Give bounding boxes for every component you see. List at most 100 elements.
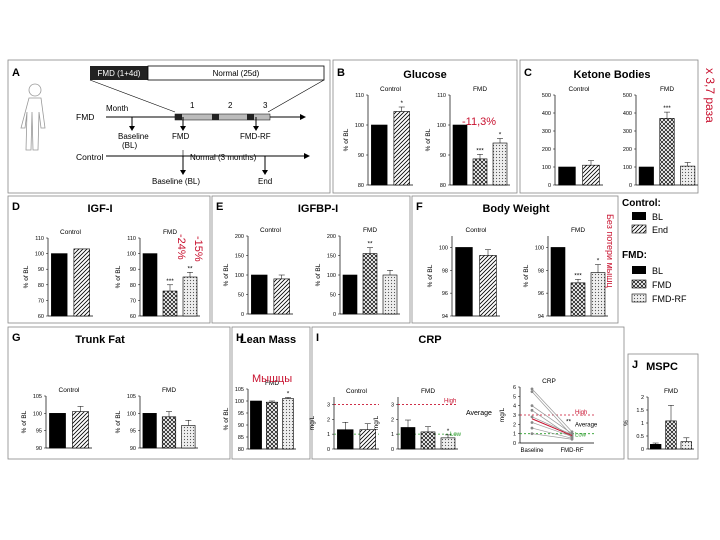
y-tick-label: 94 <box>442 314 448 320</box>
y-tick-label: 80 <box>130 283 136 289</box>
chart-title: Glucose <box>403 69 446 81</box>
bar-bl <box>400 427 416 450</box>
bar-fmd <box>161 416 177 449</box>
significance-label: * <box>400 100 403 107</box>
fmd-period-label: FMD (1+4d) <box>98 69 141 78</box>
chart-title: IGF-I <box>87 203 112 215</box>
y-tick-label: 100 <box>127 411 136 417</box>
fmd-rf-label: FMD-RF <box>240 132 271 141</box>
series-line <box>531 388 573 433</box>
significance-label: * <box>597 258 600 265</box>
group-label: FMD <box>664 388 678 395</box>
y-tick-label: 70 <box>130 298 136 304</box>
lean-mass-annotation: Мышцы <box>252 373 292 385</box>
bar-fmd-rf <box>182 276 198 317</box>
y-tick-label: 96 <box>442 291 448 297</box>
y-tick-label: 50 <box>330 293 336 299</box>
y-axis-label: % of BL <box>523 264 530 287</box>
chart-d: D IGF-I Control 60 70 80 90 100 110 % of BL FMD 60 7… <box>12 201 200 320</box>
bar-bl <box>455 247 473 317</box>
y-tick-label: 0 <box>241 312 244 318</box>
y-tick-label: 3 <box>513 413 516 419</box>
panel-letter-g: G <box>12 332 21 344</box>
month-3: 3 <box>263 101 268 110</box>
significance-label: *** <box>663 105 671 112</box>
y-tick-label: 400 <box>542 111 551 117</box>
group-label: Control <box>260 227 282 234</box>
chart-title: Trunk Fat <box>75 334 125 346</box>
igf-annotation-24: -24% <box>175 234 187 260</box>
y-axis-label: % of BL <box>427 264 434 287</box>
series-line <box>531 416 573 435</box>
legend-swatch-control-bl <box>632 212 646 220</box>
y-tick-label: 98 <box>442 268 448 274</box>
series-line <box>531 405 573 434</box>
chart-f: F Body Weight Control 94 96 98 100 % of BL FMD 94… <box>416 201 608 320</box>
bar-fmd-rf <box>440 437 456 450</box>
chart-i: I CRP Control 0 1 2 3 mg/L FMD 0 1 2 3 mg/L High Low Ave… <box>309 332 492 453</box>
bar-fmd-rf <box>680 441 693 450</box>
y-tick-label: 90 <box>130 267 136 273</box>
month-label: Month <box>106 104 128 113</box>
panel-letter-a: A <box>12 67 20 79</box>
bar-fmd <box>362 253 378 315</box>
chart-g: G Trunk Fat Control 90 95 100 105 % of BL FMD 90 9… <box>12 332 198 452</box>
chart-c: C Ketone BodiesControl0100200300400500FMD… <box>524 67 698 189</box>
y-tick-label: 105 <box>33 394 42 400</box>
group-label: Control <box>569 86 591 93</box>
legend-control-title: Control: <box>622 198 661 209</box>
bar-bl <box>558 166 576 186</box>
significance-label: * <box>287 390 290 397</box>
legend-fmd-rf: FMD-RF <box>652 294 687 304</box>
y-axis-label: % of BL <box>223 263 230 286</box>
bar-end <box>582 164 600 186</box>
month-2: 2 <box>228 101 233 110</box>
fmd-period-box <box>90 66 148 80</box>
y-tick-label: 90 <box>36 446 42 452</box>
y-tick-label: 105 <box>235 387 244 393</box>
chart-title: Ketone Bodies <box>573 69 650 81</box>
series-point <box>530 426 534 430</box>
chart-crp-individual: CRP 0 1 2 3 4 5 6 mg/L Baseline FMD-RF **High Averag… <box>499 378 598 454</box>
y-tick-label: 3 <box>391 402 394 408</box>
series-line <box>531 427 573 439</box>
bar-bl <box>251 274 268 315</box>
panel-letter-b: B <box>337 67 345 79</box>
legend-swatch-fmd-bl <box>632 266 646 274</box>
body-weight-annotation: Без потери мышц <box>605 214 615 288</box>
y-axis-label: % of BL <box>223 407 230 430</box>
baseline-label: Baseline <box>118 132 149 141</box>
bl-label: (BL) <box>122 141 137 150</box>
chart-e: E IGFBP-I Control 0 50 100 150 200 % of BL FMD 0 50… <box>216 201 400 318</box>
fmd-row-label: FMD <box>76 112 94 122</box>
bar-bl <box>142 413 157 449</box>
x-tick-label: FMD-RF <box>561 448 584 454</box>
bar-fmd <box>162 290 178 317</box>
subchart-control: Control 0 50 100 150 200 % of BL <box>223 227 293 318</box>
y-axis-label: mg/L <box>373 415 380 430</box>
y-tick-label: 1 <box>391 432 394 438</box>
series-point <box>530 415 534 419</box>
subchart-fmd: FMD 0 0.5 1 1.5 2% <box>623 388 694 453</box>
significance-label: *** <box>476 147 484 154</box>
y-tick-label: 80 <box>358 183 364 189</box>
control-row-label: Control <box>76 152 104 162</box>
y-tick-label: 90 <box>130 446 136 452</box>
subchart-fmd: FMD 0 50 100 150 200 % of BL ** <box>315 227 400 318</box>
y-tick-label: 300 <box>542 129 551 135</box>
legend-swatch-fmd-fmd <box>631 279 647 289</box>
chart-title: MSPC <box>646 361 678 373</box>
group-label: FMD <box>660 86 674 93</box>
bar-fmd <box>570 282 586 317</box>
chart-title: IGFBP-I <box>298 203 338 215</box>
normal-period-box <box>147 65 325 81</box>
bar-bl <box>51 253 68 317</box>
group-label: Control <box>60 229 82 236</box>
y-axis-label: % of BL <box>115 265 122 288</box>
y-tick-label: 80 <box>238 447 244 453</box>
y-tick-label: 200 <box>327 234 336 240</box>
